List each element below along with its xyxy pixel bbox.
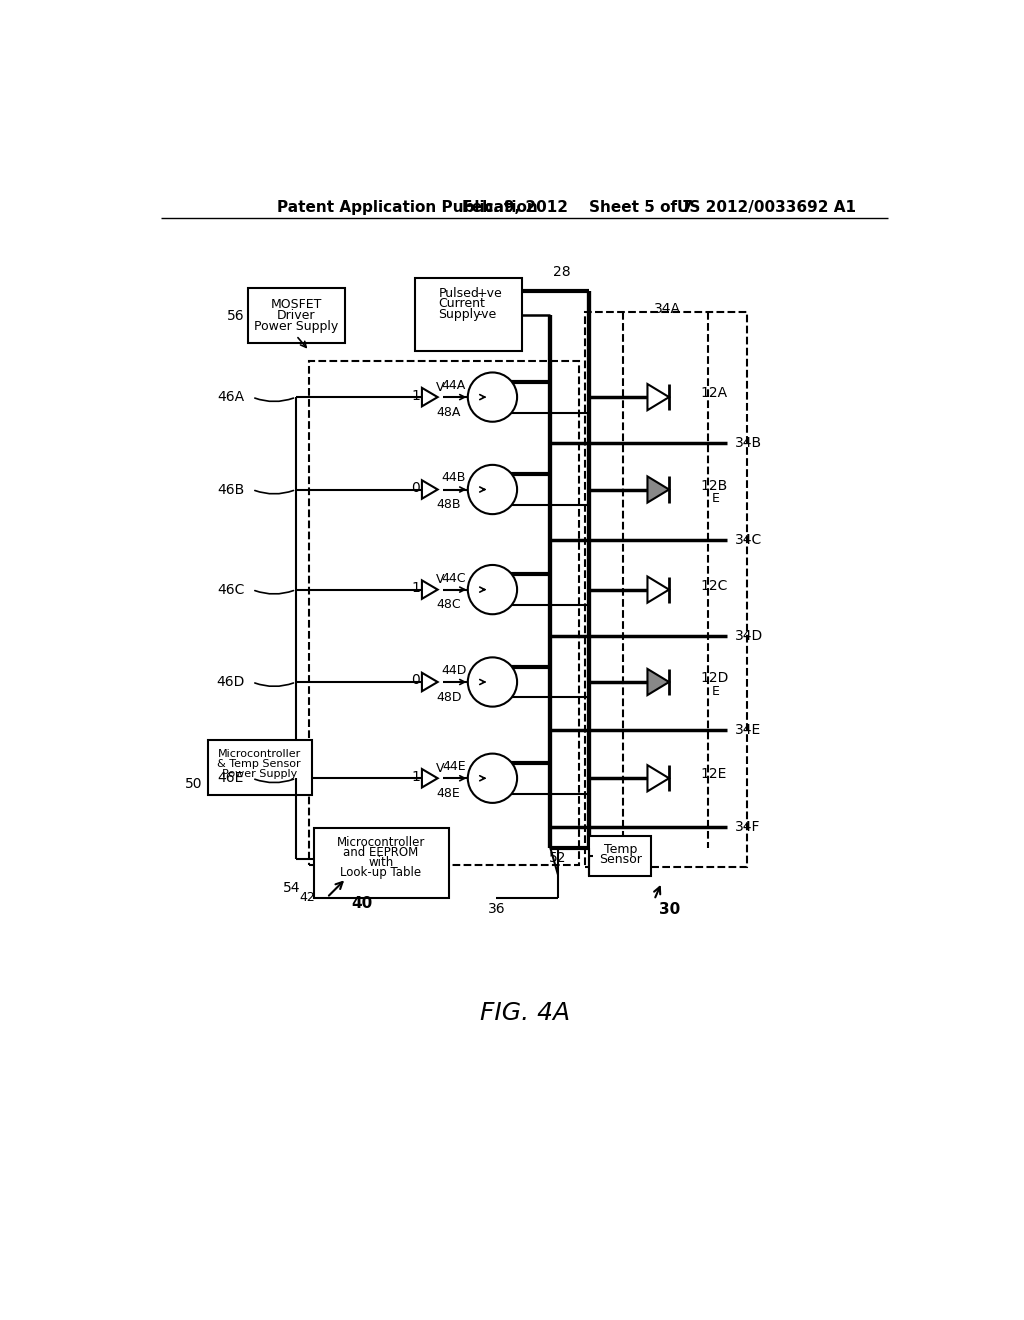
Text: 46C: 46C — [217, 582, 245, 597]
Polygon shape — [647, 577, 669, 603]
Text: Feb. 9, 2012    Sheet 5 of 7: Feb. 9, 2012 Sheet 5 of 7 — [462, 201, 692, 215]
Text: 56: 56 — [227, 309, 245, 323]
Text: 34B: 34B — [735, 437, 762, 450]
Text: 48E: 48E — [436, 787, 460, 800]
Text: with: with — [369, 855, 393, 869]
Text: 46A: 46A — [217, 391, 244, 404]
Text: 52: 52 — [549, 850, 566, 865]
Text: 40: 40 — [351, 896, 372, 911]
Text: 12A: 12A — [700, 387, 727, 400]
Text: FIG. 4A: FIG. 4A — [479, 1001, 570, 1026]
Text: V: V — [436, 380, 444, 393]
Text: US 2012/0033692 A1: US 2012/0033692 A1 — [677, 201, 856, 215]
Text: Current: Current — [438, 297, 485, 310]
Text: 44D: 44D — [441, 664, 467, 677]
Text: 48C: 48C — [436, 598, 461, 611]
Polygon shape — [647, 766, 669, 792]
Text: E: E — [712, 685, 720, 698]
Text: 12B: 12B — [700, 479, 728, 492]
Text: Look-up Table: Look-up Table — [340, 866, 421, 879]
Polygon shape — [647, 384, 669, 411]
Text: 12E: 12E — [700, 767, 727, 781]
Text: 0: 0 — [411, 673, 420, 688]
Text: Temp: Temp — [603, 842, 637, 855]
Text: 42: 42 — [300, 891, 315, 904]
Bar — [590, 836, 651, 876]
Text: and EEPROM: and EEPROM — [343, 846, 419, 859]
Text: -ve: -ve — [477, 308, 497, 321]
Text: MOSFET: MOSFET — [270, 298, 322, 312]
Text: 34A: 34A — [654, 301, 681, 315]
Text: 48D: 48D — [436, 690, 462, 704]
Text: 28: 28 — [553, 265, 570, 280]
Polygon shape — [422, 673, 437, 692]
Circle shape — [468, 657, 517, 706]
Text: 34D: 34D — [735, 628, 763, 643]
Text: 34E: 34E — [735, 723, 761, 737]
Text: 1: 1 — [411, 770, 420, 784]
Text: 36: 36 — [487, 902, 505, 916]
Text: V: V — [436, 762, 444, 775]
Polygon shape — [422, 581, 437, 599]
Text: & Temp Sensor: & Temp Sensor — [217, 759, 301, 768]
Polygon shape — [647, 477, 669, 503]
Circle shape — [468, 565, 517, 614]
Text: 12C: 12C — [700, 578, 728, 593]
Bar — [313, 829, 449, 898]
Text: 44A: 44A — [441, 379, 466, 392]
Text: 48A: 48A — [436, 407, 461, 418]
Bar — [309, 360, 579, 866]
Text: 0: 0 — [411, 480, 420, 495]
Text: Patent Application Publication: Patent Application Publication — [276, 201, 538, 215]
Text: Microcontroller: Microcontroller — [337, 836, 425, 849]
Text: 46D: 46D — [216, 675, 245, 689]
Polygon shape — [422, 770, 437, 788]
Text: 34F: 34F — [735, 820, 761, 834]
Text: Pulsed: Pulsed — [438, 286, 479, 300]
Text: 48B: 48B — [436, 499, 461, 511]
Text: V: V — [436, 573, 444, 586]
Polygon shape — [647, 669, 669, 696]
Text: 1: 1 — [411, 581, 420, 595]
Text: 44E: 44E — [442, 760, 466, 774]
Text: +ve: +ve — [477, 286, 503, 300]
Bar — [208, 739, 311, 795]
Circle shape — [468, 372, 517, 422]
Polygon shape — [422, 388, 437, 407]
Text: Power Supply: Power Supply — [254, 319, 338, 333]
Polygon shape — [422, 480, 437, 499]
Text: 44C: 44C — [441, 572, 466, 585]
Text: Supply: Supply — [438, 308, 481, 321]
Bar — [416, 277, 521, 351]
Text: E: E — [712, 492, 720, 506]
Bar — [585, 313, 746, 867]
Circle shape — [468, 465, 517, 513]
Text: Sensor: Sensor — [599, 853, 642, 866]
Text: 12D: 12D — [700, 671, 729, 685]
Text: 44B: 44B — [441, 471, 466, 484]
Text: 46E: 46E — [217, 771, 244, 785]
Text: 50: 50 — [184, 776, 202, 791]
Text: 34C: 34C — [735, 532, 762, 546]
Text: 30: 30 — [658, 902, 680, 916]
Text: Driver: Driver — [276, 309, 315, 322]
Text: Power Supply: Power Supply — [221, 768, 297, 779]
Bar — [249, 288, 345, 343]
Text: Microcontroller: Microcontroller — [217, 748, 301, 759]
Text: 1: 1 — [411, 388, 420, 403]
Text: 46B: 46B — [217, 483, 245, 496]
Circle shape — [468, 754, 517, 803]
Text: 54: 54 — [283, 880, 300, 895]
